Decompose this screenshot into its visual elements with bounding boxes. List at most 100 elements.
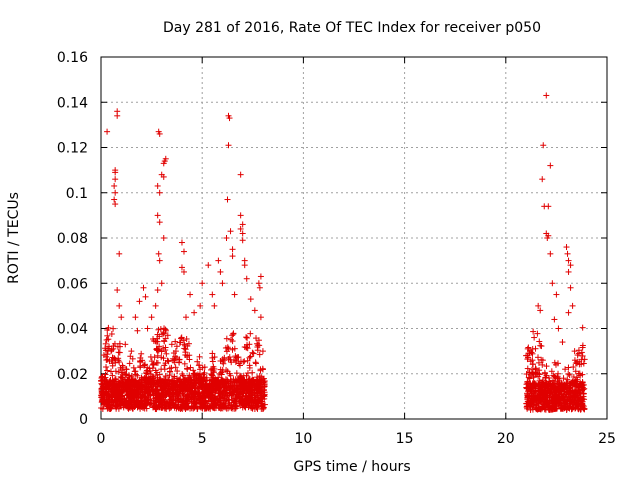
data-points — [98, 92, 588, 413]
data-point — [539, 361, 546, 368]
data-point — [168, 364, 175, 371]
data-point — [118, 402, 125, 409]
data-point — [574, 358, 581, 365]
data-point — [116, 302, 123, 309]
data-point — [108, 346, 115, 353]
data-point — [531, 389, 538, 396]
x-tick-label: 0 — [97, 431, 106, 447]
data-point — [244, 370, 251, 377]
data-point — [254, 390, 261, 397]
data-point — [197, 302, 204, 309]
data-point — [154, 287, 161, 294]
data-point — [536, 338, 543, 345]
data-point — [201, 393, 208, 400]
data-point — [571, 380, 578, 387]
data-point — [229, 253, 236, 260]
data-point — [237, 212, 244, 219]
data-point — [175, 376, 182, 383]
data-point — [211, 302, 218, 309]
data-point — [145, 399, 152, 406]
data-point — [156, 189, 163, 196]
data-point — [530, 361, 537, 368]
data-point — [536, 382, 543, 389]
data-point — [115, 349, 122, 356]
data-point — [153, 359, 160, 366]
data-point — [581, 396, 588, 403]
data-point — [168, 341, 175, 348]
data-point — [220, 401, 227, 408]
data-point — [579, 352, 586, 359]
data-point — [154, 182, 161, 189]
y-axis-label: ROTI / TECUs — [6, 192, 22, 284]
data-point — [559, 339, 566, 346]
data-point — [241, 403, 248, 410]
data-point — [551, 359, 558, 366]
data-point — [180, 391, 187, 398]
data-point — [181, 342, 188, 349]
data-point — [134, 327, 141, 334]
data-point — [529, 357, 536, 364]
data-point — [152, 367, 159, 374]
data-point — [565, 268, 572, 275]
data-point — [108, 330, 115, 337]
data-point — [580, 393, 587, 400]
data-point — [233, 385, 240, 392]
data-point — [553, 291, 560, 298]
data-point — [232, 376, 239, 383]
data-point — [134, 391, 141, 398]
data-point — [567, 387, 574, 394]
data-point — [161, 366, 168, 373]
data-point — [530, 328, 537, 335]
data-point — [261, 391, 268, 398]
x-tick-label: 25 — [598, 431, 616, 447]
data-point — [537, 389, 544, 396]
data-point — [104, 128, 111, 135]
data-point — [187, 393, 194, 400]
data-point — [163, 350, 170, 357]
data-point — [162, 373, 169, 380]
data-point — [549, 280, 556, 287]
data-point — [120, 387, 127, 394]
data-point — [201, 364, 208, 371]
data-point — [232, 403, 239, 410]
data-point — [166, 372, 173, 379]
data-point — [579, 379, 586, 386]
data-point — [156, 343, 163, 350]
data-point — [254, 380, 261, 387]
data-point — [537, 307, 544, 314]
data-point — [156, 257, 163, 264]
data-point — [196, 383, 203, 390]
data-point — [243, 334, 250, 341]
data-point — [572, 378, 579, 385]
data-point — [220, 360, 227, 367]
data-point — [536, 400, 543, 407]
data-point — [211, 405, 218, 412]
data-point — [225, 345, 232, 352]
data-point — [139, 388, 146, 395]
data-point — [571, 348, 578, 355]
data-point — [152, 398, 159, 405]
data-point — [167, 393, 174, 400]
data-point — [154, 212, 161, 219]
data-point — [161, 325, 168, 332]
data-point — [172, 348, 179, 355]
data-point — [160, 160, 167, 167]
data-point — [219, 388, 226, 395]
data-point — [259, 366, 266, 373]
data-point — [162, 347, 169, 354]
data-point — [197, 376, 204, 383]
data-point — [559, 383, 566, 390]
data-point — [199, 386, 206, 393]
data-point — [172, 338, 179, 345]
y-tick-label: 0.08 — [57, 231, 88, 247]
data-point — [132, 401, 139, 408]
data-point — [226, 401, 233, 408]
data-point — [128, 395, 135, 402]
data-point — [553, 395, 560, 402]
data-point — [226, 397, 233, 404]
data-point — [245, 394, 252, 401]
data-point — [551, 316, 558, 323]
data-point — [564, 250, 571, 257]
data-point — [547, 162, 554, 169]
data-point — [223, 392, 230, 399]
